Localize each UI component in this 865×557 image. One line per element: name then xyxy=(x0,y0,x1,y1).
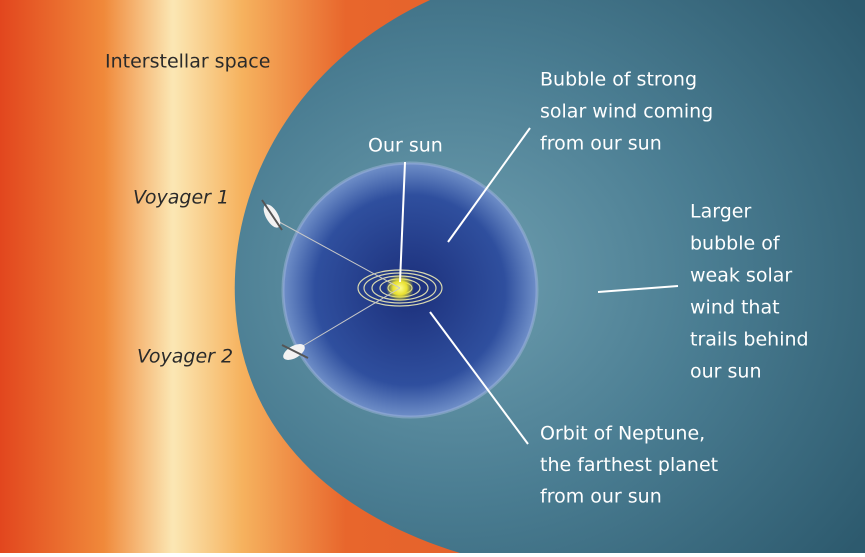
label-neptune: Orbit of Neptune, xyxy=(540,423,705,445)
label-weak-bubble: wind that xyxy=(690,297,780,319)
label-weak-bubble: weak solar xyxy=(690,265,792,287)
label-weak-bubble: trails behind xyxy=(690,329,809,351)
label-weak-bubble: Larger xyxy=(690,201,751,223)
label-strong-bubble: from our sun xyxy=(540,133,662,155)
label-weak-bubble: bubble of xyxy=(690,233,781,255)
page: Interstellar space Our sun Voyager 1 Voy… xyxy=(0,0,865,553)
label-neptune: the farthest planet xyxy=(540,454,718,476)
label-voyager1: Voyager 1 xyxy=(133,187,229,209)
label-weak-bubble: our sun xyxy=(690,361,762,383)
label-voyager2: Voyager 2 xyxy=(137,346,233,368)
label-strong-bubble: Bubble of strong xyxy=(540,69,697,91)
label-strong-bubble: solar wind coming xyxy=(540,101,713,123)
label-interstellar: Interstellar space xyxy=(105,51,270,73)
illustration: Interstellar space Our sun Voyager 1 Voy… xyxy=(0,0,865,553)
label-neptune: from our sun xyxy=(540,486,662,508)
label-sun: Our sun xyxy=(368,135,443,157)
